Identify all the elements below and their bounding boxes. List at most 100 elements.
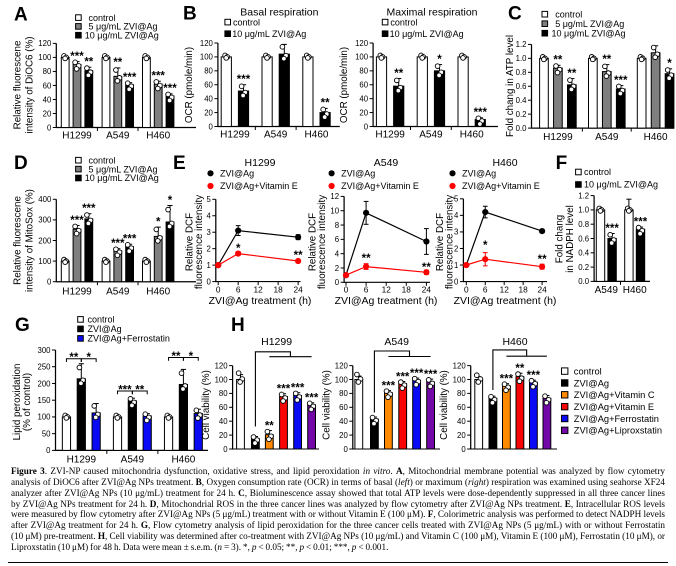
svg-text:**: ** — [602, 54, 611, 66]
svg-text:0: 0 — [209, 122, 214, 131]
svg-text:ZVI@Ag+Ferrostatin: ZVI@Ag+Ferrostatin — [574, 414, 659, 424]
svg-text:**: ** — [394, 68, 403, 80]
svg-text:H1299: H1299 — [245, 157, 276, 169]
svg-text:120: 120 — [335, 361, 349, 370]
svg-text:***: *** — [82, 203, 96, 215]
svg-text:60: 60 — [359, 81, 368, 90]
svg-text:100: 100 — [38, 53, 52, 62]
svg-text:control: control — [584, 167, 611, 177]
svg-text:0: 0 — [344, 284, 349, 294]
svg-text:*: * — [236, 243, 241, 255]
svg-text:80: 80 — [457, 389, 466, 398]
svg-text:ZVI@Ag: ZVI@Ag — [574, 378, 609, 388]
svg-text:*: * — [86, 352, 91, 364]
svg-text:control: control — [89, 13, 116, 23]
svg-text:18: 18 — [519, 284, 529, 294]
svg-text:H1299: H1299 — [220, 130, 250, 141]
svg-text:A549: A549 — [374, 157, 399, 169]
svg-text:0: 0 — [364, 122, 369, 131]
svg-text:ZVI@Ag: ZVI@Ag — [88, 324, 122, 334]
svg-text:80: 80 — [219, 389, 228, 398]
svg-text:12: 12 — [254, 284, 264, 294]
svg-text:10: 10 — [330, 207, 339, 216]
svg-text:ZVI@Ag+Vitamin E: ZVI@Ag+Vitamin E — [462, 181, 540, 191]
svg-text:0.0: 0.0 — [578, 277, 590, 286]
svg-text:**: ** — [135, 384, 144, 396]
svg-text:0.2: 0.2 — [578, 263, 589, 272]
svg-text:D: D — [14, 153, 28, 174]
svg-text:100: 100 — [453, 375, 467, 384]
svg-text:ZVI@Ag+Vitamin E: ZVI@Ag+Vitamin E — [341, 181, 419, 191]
svg-text:24: 24 — [537, 284, 547, 294]
svg-text:4: 4 — [454, 211, 459, 220]
svg-text:OCR (pmole/min): OCR (pmole/min) — [184, 47, 195, 123]
svg-text:H460: H460 — [492, 157, 517, 169]
svg-text:100: 100 — [335, 375, 349, 384]
svg-text:120: 120 — [453, 361, 467, 370]
svg-text:0: 0 — [461, 445, 466, 454]
svg-text:100: 100 — [200, 53, 214, 62]
svg-text:80: 80 — [339, 389, 348, 398]
svg-text:***: *** — [410, 368, 424, 380]
svg-text:3: 3 — [454, 228, 458, 237]
svg-text:0.4: 0.4 — [578, 249, 590, 258]
svg-text:A549: A549 — [106, 131, 130, 142]
svg-text:A549: A549 — [419, 130, 443, 141]
svg-text:***: *** — [382, 380, 396, 392]
svg-text:80: 80 — [43, 67, 52, 76]
svg-text:Cell viability (%): Cell viability (%) — [201, 370, 212, 440]
svg-text:H1299: H1299 — [543, 132, 573, 143]
svg-text:***: *** — [614, 75, 628, 87]
svg-text:50: 50 — [42, 429, 51, 438]
svg-text:***: *** — [123, 72, 137, 84]
svg-text:20: 20 — [204, 108, 213, 117]
svg-text:24: 24 — [294, 284, 304, 294]
svg-text:***: *** — [123, 234, 137, 246]
svg-text:H1299: H1299 — [261, 336, 292, 348]
svg-text:100: 100 — [37, 413, 51, 422]
svg-text:***: *** — [605, 223, 619, 235]
svg-text:24: 24 — [422, 284, 432, 294]
svg-text:**: ** — [422, 262, 431, 274]
svg-text:40: 40 — [457, 417, 466, 426]
svg-text:Cell viability (%): Cell viability (%) — [321, 370, 332, 440]
svg-text:***: *** — [277, 384, 291, 396]
svg-text:200: 200 — [38, 236, 52, 245]
svg-text:100: 100 — [355, 53, 369, 62]
svg-text:20: 20 — [457, 431, 466, 440]
svg-text:***: *** — [396, 371, 410, 383]
svg-text:fluorescence intensity: fluorescence intensity — [317, 195, 328, 289]
svg-text:0.8: 0.8 — [516, 68, 527, 77]
svg-text:E: E — [173, 153, 186, 174]
svg-text:0: 0 — [223, 445, 228, 454]
svg-text:10 μg/mL ZVI@Ag: 10 μg/mL ZVI@Ag — [390, 29, 464, 39]
svg-text:0: 0 — [46, 446, 51, 455]
svg-text:*: * — [156, 216, 161, 228]
svg-text:Cell viability (%): Cell viability (%) — [439, 370, 450, 440]
svg-text:H1299: H1299 — [62, 131, 92, 142]
svg-text:Relative fluorescene: Relative fluorescene — [13, 196, 24, 285]
svg-text:ZVI@Ag+Ferrostatin: ZVI@Ag+Ferrostatin — [88, 334, 170, 344]
svg-text:3: 3 — [206, 228, 210, 237]
svg-text:5 μg/mL ZVI@Ag: 5 μg/mL ZVI@Ag — [555, 19, 624, 29]
svg-text:Basal respiration: Basal respiration — [240, 7, 318, 19]
svg-text:***: *** — [70, 51, 84, 63]
svg-text:fluorescence intensity: fluorescence intensity — [194, 195, 205, 289]
svg-text:ZVI@Ag: ZVI@Ag — [462, 169, 496, 179]
svg-text:B: B — [183, 4, 197, 25]
svg-text:60: 60 — [457, 403, 466, 412]
svg-text:A: A — [14, 4, 28, 25]
svg-text:100: 100 — [215, 375, 229, 384]
svg-text:20: 20 — [339, 431, 348, 440]
svg-text:G: G — [15, 315, 30, 336]
svg-text:Lipid peroxidation: Lipid peroxidation — [12, 364, 23, 441]
svg-text:5 μg/mL ZVI@Ag: 5 μg/mL ZVI@Ag — [89, 164, 158, 174]
svg-text:Relative DCF: Relative DCF — [308, 213, 319, 271]
svg-text:60: 60 — [219, 403, 228, 412]
svg-text:40: 40 — [219, 417, 228, 426]
svg-text:Relative fluorescene: Relative fluorescene — [13, 40, 24, 129]
svg-text:**: ** — [567, 68, 576, 80]
svg-text:H460: H460 — [623, 285, 647, 296]
svg-text:10 μg/mL ZVI@Ag: 10 μg/mL ZVI@Ag — [552, 28, 626, 38]
svg-text:0: 0 — [206, 277, 211, 286]
